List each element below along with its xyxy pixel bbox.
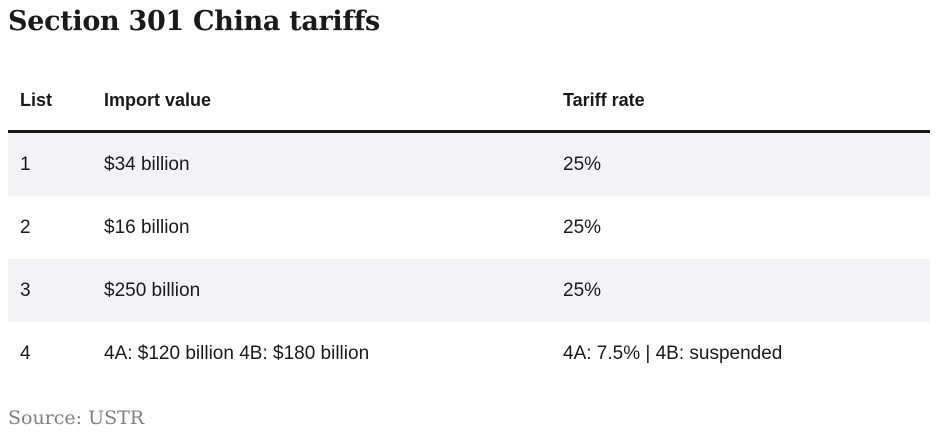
header-tariff-rate: Tariff rate <box>563 89 645 110</box>
cell-list: 4 <box>20 342 31 364</box>
table-header-row: List Import value Tariff rate <box>8 70 930 133</box>
tariff-table: List Import value Tariff rate 1 $34 bill… <box>8 70 930 385</box>
table-row: 4 4A: $120 billion 4B: $180 billion 4A: … <box>8 322 930 385</box>
cell-tariff-rate: 25% <box>563 153 602 175</box>
cell-list: 2 <box>20 216 31 238</box>
table-row: 2 $16 billion 25% <box>8 196 930 259</box>
cell-list: 1 <box>20 153 31 175</box>
table-row: 1 $34 billion 25% <box>8 133 930 196</box>
cell-import-value: $16 billion <box>104 216 190 238</box>
cell-import-value: $250 billion <box>104 279 201 301</box>
header-import-value: Import value <box>104 89 212 110</box>
source-note: Source: USTR <box>8 407 145 429</box>
cell-list: 3 <box>20 279 31 301</box>
page-title: Section 301 China tariffs <box>8 6 380 37</box>
cell-tariff-rate: 25% <box>563 216 602 238</box>
cell-tariff-rate: 25% <box>563 279 602 301</box>
cell-tariff-rate: 4A: 7.5% | 4B: suspended <box>563 342 783 364</box>
cell-import-value: $34 billion <box>104 153 190 175</box>
table-row: 3 $250 billion 25% <box>8 259 930 322</box>
header-list: List <box>20 89 53 110</box>
cell-import-value: 4A: $120 billion 4B: $180 billion <box>104 342 370 364</box>
